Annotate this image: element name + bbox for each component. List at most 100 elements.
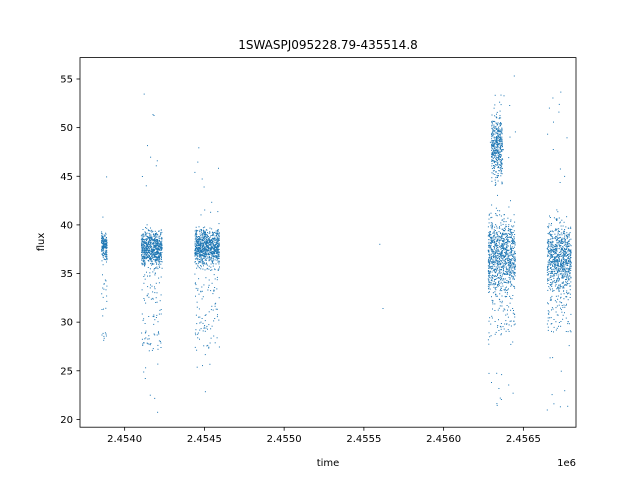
- data-point: [562, 282, 564, 284]
- data-point: [497, 150, 499, 152]
- data-point: [510, 320, 512, 322]
- data-point: [145, 330, 147, 332]
- data-point: [569, 259, 571, 261]
- data-point: [491, 140, 493, 142]
- data-point: [155, 234, 157, 236]
- data-point: [218, 232, 220, 234]
- data-point: [514, 256, 516, 258]
- data-point: [566, 263, 568, 264]
- data-point: [104, 332, 106, 334]
- data-point: [569, 330, 571, 332]
- data-point: [506, 244, 508, 245]
- data-point: [153, 115, 155, 116]
- data-point: [489, 234, 491, 236]
- y-tick-label: 40: [60, 220, 73, 231]
- data-point: [143, 254, 145, 256]
- data-point: [501, 300, 503, 302]
- data-point: [553, 273, 555, 275]
- data-point: [551, 263, 553, 265]
- data-point: [511, 250, 513, 252]
- data-point: [499, 283, 501, 285]
- data-point: [514, 264, 516, 266]
- data-point: [215, 238, 217, 240]
- data-point: [508, 226, 510, 228]
- data-point: [216, 288, 218, 290]
- data-point: [503, 278, 505, 280]
- data-point: [498, 264, 500, 266]
- data-point: [209, 363, 211, 365]
- data-point: [149, 234, 151, 236]
- data-point: [200, 328, 202, 330]
- data-point: [511, 243, 513, 245]
- data-point: [217, 239, 219, 241]
- data-point: [498, 283, 500, 285]
- data-point: [503, 256, 505, 258]
- data-point: [502, 257, 504, 259]
- data-point: [160, 313, 162, 315]
- data-point: [501, 269, 502, 270]
- data-point: [205, 235, 207, 237]
- data-point: [506, 292, 508, 293]
- data-point: [208, 284, 210, 286]
- data-point: [569, 289, 571, 291]
- data-point: [205, 255, 207, 257]
- data-point: [153, 246, 155, 248]
- data-point: [496, 141, 498, 142]
- data-point: [157, 251, 159, 252]
- data-point: [547, 226, 549, 228]
- data-point: [547, 326, 549, 328]
- data-point: [505, 268, 507, 270]
- data-point: [206, 252, 208, 254]
- data-point: [557, 272, 559, 274]
- data-point: [495, 245, 497, 247]
- data-point: [509, 236, 511, 238]
- data-point: [210, 246, 212, 248]
- data-point: [547, 274, 549, 276]
- data-point: [513, 242, 515, 244]
- data-point: [548, 265, 550, 267]
- data-point: [490, 246, 492, 248]
- data-point: [203, 231, 205, 233]
- data-point: [204, 247, 206, 249]
- data-point: [511, 232, 513, 234]
- data-point: [567, 277, 569, 279]
- data-point: [204, 249, 206, 251]
- data-point: [558, 241, 560, 242]
- data-point: [213, 232, 215, 234]
- data-point: [491, 237, 493, 239]
- data-point: [568, 323, 570, 325]
- data-point: [552, 249, 554, 251]
- data-point: [561, 228, 563, 230]
- data-point: [561, 260, 563, 262]
- data-point: [208, 248, 209, 249]
- data-point: [492, 173, 494, 175]
- data-point: [509, 295, 511, 297]
- data-point: [215, 253, 217, 255]
- data-point: [497, 273, 499, 275]
- data-point: [499, 257, 500, 259]
- data-point: [501, 140, 503, 142]
- data-point: [144, 332, 146, 334]
- data-point: [568, 345, 570, 347]
- data-point: [560, 245, 562, 247]
- data-point: [495, 127, 497, 129]
- data-point: [553, 263, 555, 265]
- data-point: [504, 323, 506, 325]
- data-point: [214, 268, 216, 270]
- data-point: [566, 260, 568, 262]
- data-point: [495, 289, 497, 291]
- data-point: [505, 236, 507, 237]
- data-point: [560, 297, 561, 299]
- data-point: [509, 264, 511, 266]
- data-point: [569, 249, 571, 251]
- data-point: [492, 158, 494, 160]
- data-point: [498, 158, 500, 160]
- data-point: [497, 253, 499, 255]
- data-point: [513, 272, 514, 274]
- data-point: [153, 314, 155, 316]
- data-point: [491, 262, 493, 264]
- data-point: [487, 285, 489, 287]
- data-point: [200, 257, 202, 259]
- data-point: [501, 275, 503, 277]
